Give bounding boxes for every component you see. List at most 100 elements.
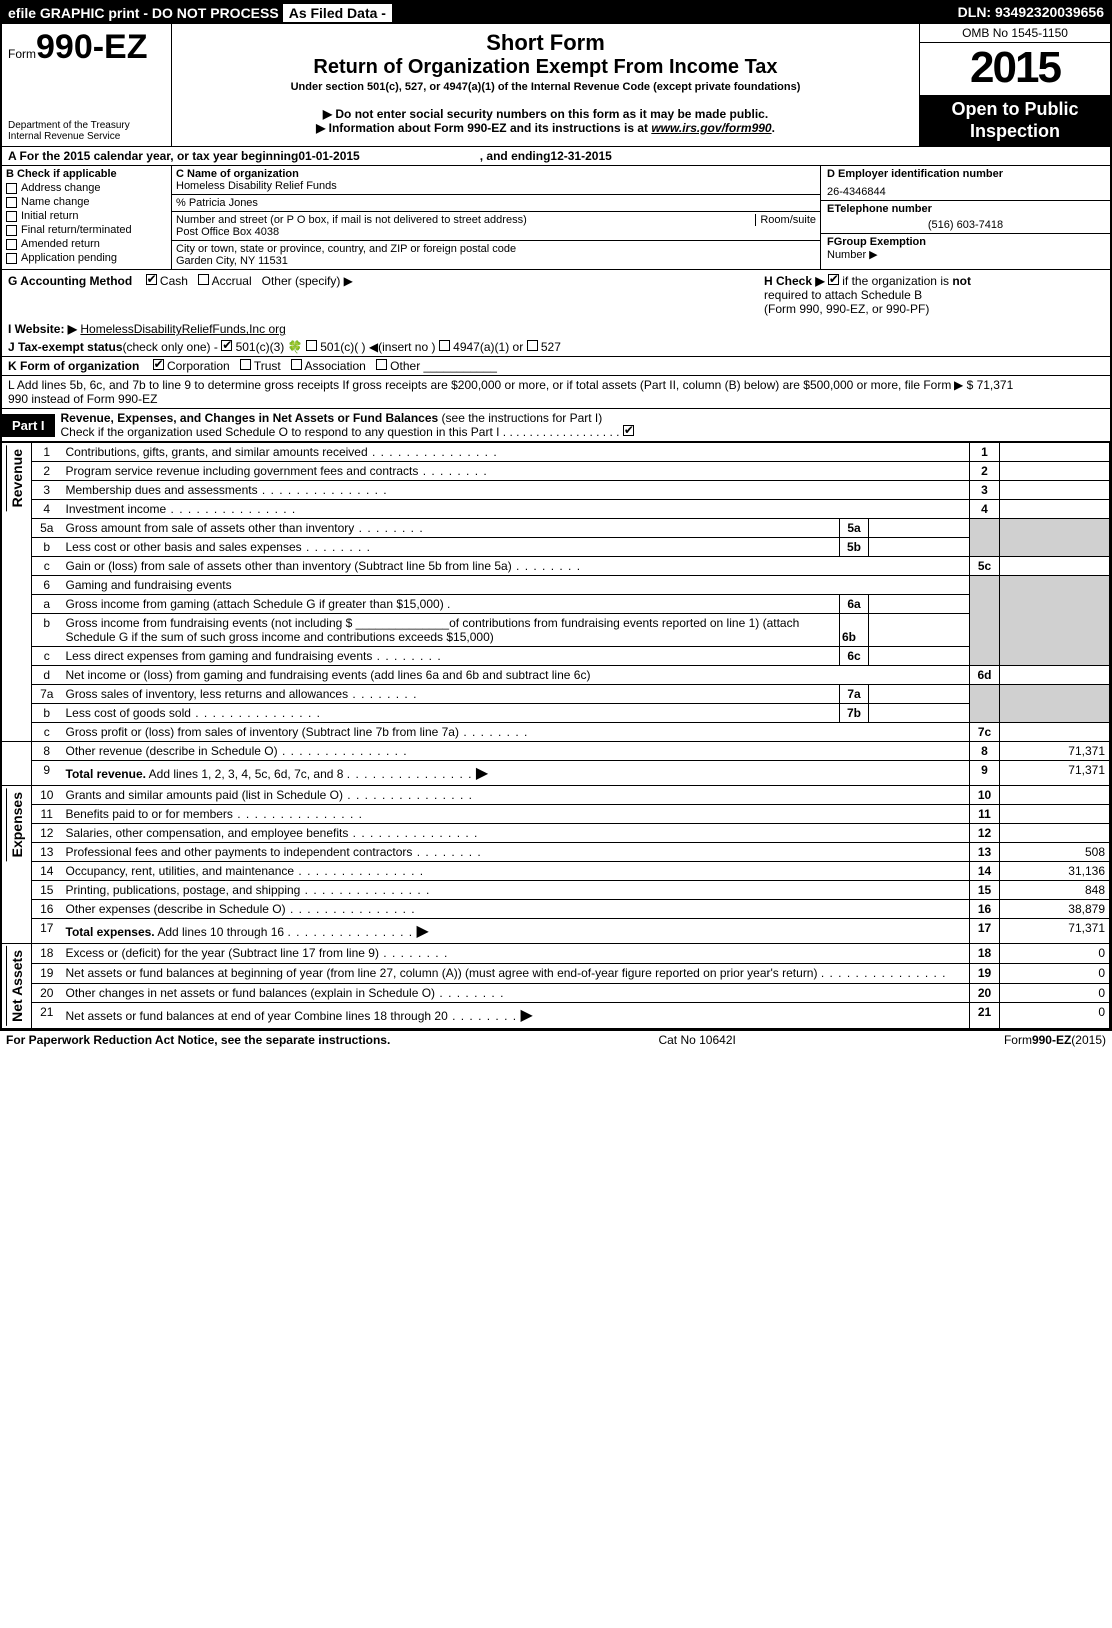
checkbox-initial[interactable] bbox=[6, 211, 17, 222]
topbar: efile GRAPHIC print - DO NOT PROCESS As … bbox=[2, 2, 1110, 24]
ln-7b-n: b bbox=[32, 704, 62, 723]
ln-5c-d: Gain or (loss) from sale of assets other… bbox=[66, 559, 582, 573]
addr-label: Number and street (or P O box, if mail i… bbox=[176, 214, 755, 226]
ln-7c-r: 7c bbox=[970, 723, 1000, 742]
b-item-2: Initial return bbox=[21, 210, 78, 222]
ln-3-v bbox=[1000, 481, 1110, 500]
ln-19-n: 19 bbox=[32, 963, 62, 983]
omb-no: OMB No 1545-1150 bbox=[920, 24, 1110, 43]
j-o2: 501(c)( ) ◀(insert no ) bbox=[320, 340, 435, 354]
checkbox-527[interactable] bbox=[527, 340, 538, 351]
ln-12-d: Salaries, other compensation, and employ… bbox=[66, 826, 479, 840]
g-accrual: Accrual bbox=[212, 274, 252, 288]
checkbox-schedule-o[interactable] bbox=[623, 425, 634, 436]
checkbox-assoc[interactable] bbox=[291, 359, 302, 370]
title-1: Short Form bbox=[178, 28, 913, 56]
ln-7c-n: c bbox=[32, 723, 62, 742]
topbar-left1: efile GRAPHIC print - DO NOT PROCESS bbox=[8, 5, 279, 21]
lines-table: Revenue 1Contributions, gifts, grants, a… bbox=[2, 442, 1110, 1029]
website-value[interactable]: HomelessDisabilityReliefFunds,Inc org bbox=[80, 322, 285, 336]
b-item-4: Amended return bbox=[21, 238, 100, 250]
section-b: B Check if applicable Address change Nam… bbox=[2, 166, 172, 269]
ln-20-r: 20 bbox=[970, 983, 1000, 1003]
checkbox-cash[interactable] bbox=[146, 274, 157, 285]
l-amount: ▶ $ 71,371 bbox=[954, 378, 1104, 406]
section-a: A For the 2015 calendar year, or tax yea… bbox=[2, 147, 1110, 166]
ln-2-v bbox=[1000, 462, 1110, 481]
ln-10-n: 10 bbox=[32, 786, 62, 805]
ln-18-v: 0 bbox=[1000, 944, 1110, 964]
ln-5a-d: Gross amount from sale of assets other t… bbox=[66, 521, 424, 535]
part1-check: Check if the organization used Schedule … bbox=[61, 425, 620, 439]
ln-6d-r: 6d bbox=[970, 666, 1000, 685]
ln-19-d: Net assets or fund balances at beginning… bbox=[66, 966, 818, 980]
ln-4-r: 4 bbox=[970, 500, 1000, 519]
j-o4: 527 bbox=[541, 340, 561, 354]
ln-15-d: Printing, publications, postage, and shi… bbox=[66, 883, 431, 897]
note-2: ▶ Information about Form 990-EZ and its … bbox=[178, 121, 913, 135]
b-item-5: Application pending bbox=[21, 252, 117, 264]
g-other: Other (specify) ▶ bbox=[262, 274, 353, 288]
ln-13-n: 13 bbox=[32, 843, 62, 862]
topbar-button: As Filed Data - bbox=[283, 4, 392, 22]
ln-19-r: 19 bbox=[970, 963, 1000, 983]
street-address: Post Office Box 4038 bbox=[176, 226, 816, 238]
ln-7c-v bbox=[1000, 723, 1110, 742]
section-expenses: Expenses bbox=[6, 788, 27, 861]
ln-9-n: 9 bbox=[32, 761, 62, 786]
ln-6-d: Gaming and fundraising events bbox=[62, 576, 970, 595]
checkbox-other-org[interactable] bbox=[376, 359, 387, 370]
ln-18-d: Excess or (deficit) for the year (Subtra… bbox=[66, 946, 449, 960]
checkbox-address[interactable] bbox=[6, 183, 17, 194]
ln-18-r: 18 bbox=[970, 944, 1000, 964]
ln-7a-d: Gross sales of inventory, less returns a… bbox=[66, 687, 418, 701]
ln-20-v: 0 bbox=[1000, 983, 1110, 1003]
footer-left: For Paperwork Reduction Act Notice, see … bbox=[6, 1033, 390, 1047]
city-label: City or town, state or province, country… bbox=[176, 243, 816, 255]
ln-5a-sn: 5a bbox=[839, 519, 869, 537]
j-label: J Tax-exempt status bbox=[8, 340, 123, 354]
checkbox-pending[interactable] bbox=[6, 253, 17, 264]
ln-3-n: 3 bbox=[32, 481, 62, 500]
ln-7a-sn: 7a bbox=[839, 685, 869, 703]
ln-10-r: 10 bbox=[970, 786, 1000, 805]
ln-7b-sn: 7b bbox=[839, 704, 869, 722]
checkbox-name[interactable] bbox=[6, 197, 17, 208]
ln-17-r: 17 bbox=[970, 919, 1000, 944]
ln-21-n: 21 bbox=[32, 1003, 62, 1029]
section-c: C Name of organization Homeless Disabili… bbox=[172, 166, 820, 269]
ln-20-n: 20 bbox=[32, 983, 62, 1003]
checkbox-trust[interactable] bbox=[240, 359, 251, 370]
ln-6b-n: b bbox=[32, 614, 62, 647]
c-label: C Name of organization bbox=[176, 168, 816, 180]
checkbox-corp[interactable] bbox=[153, 359, 164, 370]
ein-label: D Employer identification number bbox=[827, 168, 1104, 180]
checkbox-final[interactable] bbox=[6, 225, 17, 236]
ln-7b-d: Less cost of goods sold bbox=[66, 706, 321, 720]
checkbox-501c[interactable] bbox=[306, 340, 317, 351]
checkbox-accrual[interactable] bbox=[198, 274, 209, 285]
b-item-3: Final return/terminated bbox=[21, 224, 132, 236]
a-pre: A For the 2015 calendar year, or tax yea… bbox=[8, 149, 298, 163]
footer-cat: Cat No 10642I bbox=[658, 1033, 735, 1047]
ln-6b-sn: 6b bbox=[839, 614, 869, 646]
org-name: Homeless Disability Relief Funds bbox=[176, 180, 816, 192]
ln-14-v: 31,136 bbox=[1000, 862, 1110, 881]
note2-pre: ▶ Information about Form 990-EZ and its … bbox=[316, 121, 651, 135]
ln-12-r: 12 bbox=[970, 824, 1000, 843]
ln-6-n: 6 bbox=[32, 576, 62, 595]
checkbox-amended[interactable] bbox=[6, 239, 17, 250]
ln-17-n: 17 bbox=[32, 919, 62, 944]
checkbox-h[interactable] bbox=[828, 274, 839, 285]
checkbox-4947[interactable] bbox=[439, 340, 450, 351]
checkbox-501c3[interactable] bbox=[221, 340, 232, 351]
irs-link[interactable]: www.irs.gov/form990 bbox=[651, 121, 771, 135]
l-text: L Add lines 5b, 6c, and 7b to line 9 to … bbox=[8, 378, 954, 406]
ln-5b-sn: 5b bbox=[839, 538, 869, 556]
ln-5c-v bbox=[1000, 557, 1110, 576]
ln-6d-n: d bbox=[32, 666, 62, 685]
ln-5b-d: Less cost or other basis and sales expen… bbox=[66, 540, 371, 554]
ln-9-v: 71,371 bbox=[1000, 761, 1110, 786]
ln-16-v: 38,879 bbox=[1000, 900, 1110, 919]
ln-16-d: Other expenses (describe in Schedule O) bbox=[66, 902, 416, 916]
